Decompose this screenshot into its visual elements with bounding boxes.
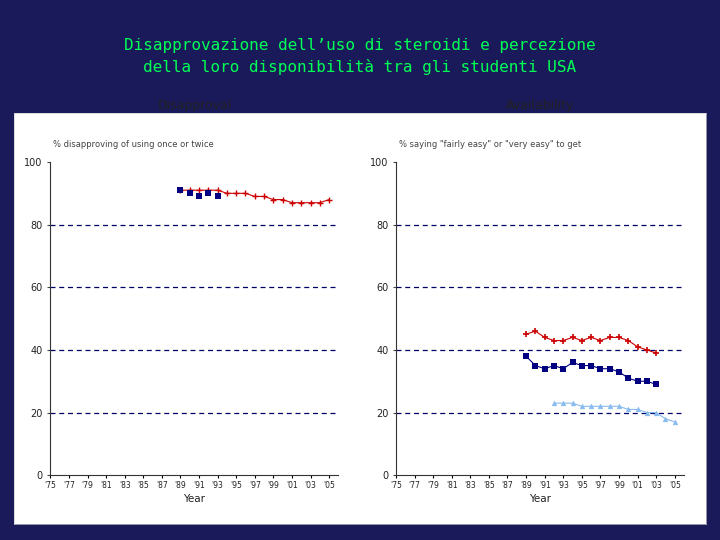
Text: Disapproval: Disapproval (157, 99, 232, 112)
Point (193, 192, 204, 201)
Point (202, 189, 214, 198)
X-axis label: Year: Year (184, 494, 205, 504)
Point (184, 189, 196, 198)
Text: % disapproving of using once or twice: % disapproving of using once or twice (53, 140, 214, 149)
Point (175, 186, 186, 194)
Text: Disapprovazione dell’uso di steroidi e percezione
della loro disponibilità tra g: Disapprovazione dell’uso di steroidi e p… (124, 38, 596, 76)
X-axis label: Year: Year (529, 494, 551, 504)
Text: % saying "fairly easy" or "very easy" to get: % saying "fairly easy" or "very easy" to… (399, 140, 581, 149)
Text: Availability: Availability (506, 99, 574, 112)
Point (212, 192, 223, 201)
